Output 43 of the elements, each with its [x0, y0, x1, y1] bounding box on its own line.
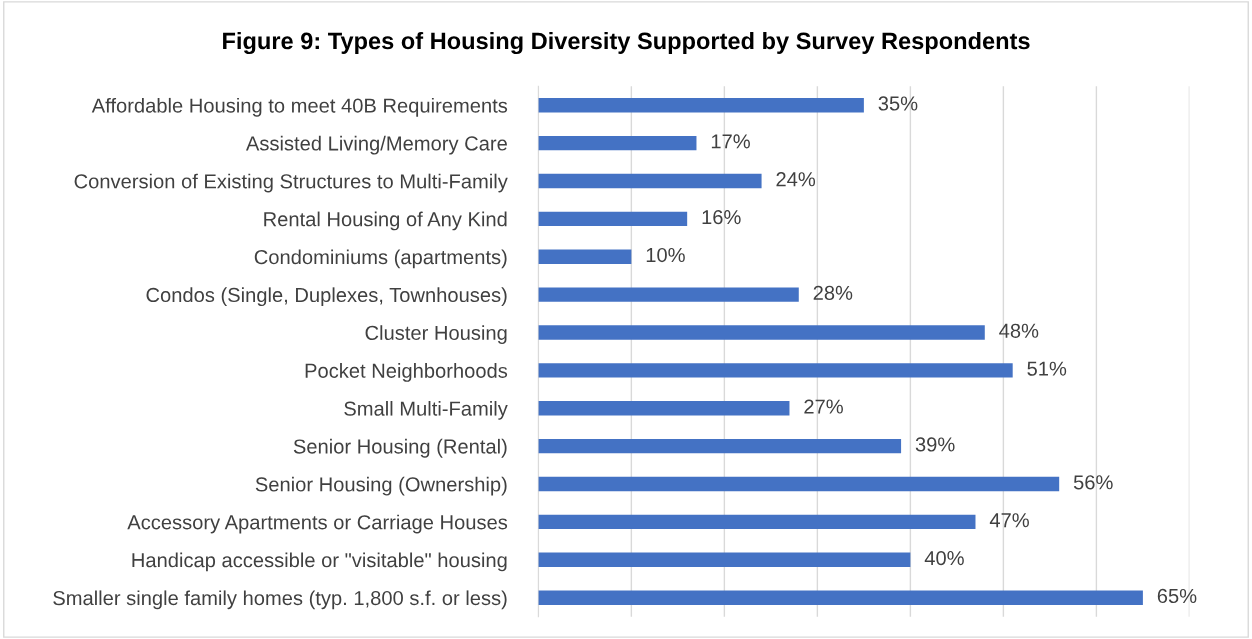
- data-label: 35%: [878, 96, 918, 111]
- y-tick-label: Conversion of Existing Structures to Multi-Family: [74, 173, 508, 193]
- y-tick-label: Handicap accessible or "visitable" housing: [132, 552, 507, 572]
- bar: [538, 514, 976, 530]
- data-label: 65%: [1157, 588, 1197, 604]
- chart-title: Figure 9: Types of Housing Diversity Supported by Survey Respondents: [223, 31, 1030, 55]
- y-tick-label: Pocket Neighborhoods: [305, 363, 508, 382]
- bar: [538, 476, 1060, 492]
- bar: [538, 363, 1013, 378]
- y-tick-label: Small Multi-Family: [344, 400, 508, 420]
- y-tick-label: Smaller single family homes (typ. 1,800 s.f. or less): [53, 590, 507, 610]
- bar: [538, 98, 864, 113]
- bar: [538, 590, 1143, 605]
- data-label: 16%: [702, 210, 741, 225]
- data-label: 56%: [1073, 475, 1113, 490]
- data-label: 40%: [924, 550, 964, 566]
- bar: [538, 552, 911, 568]
- y-tick-label: Condos (Single, Duplexes, Townhouses): [146, 287, 507, 307]
- bar: [538, 211, 688, 227]
- data-label: 24%: [776, 172, 816, 187]
- y-tick-label: Senior Housing (Rental): [293, 438, 507, 458]
- y-tick-label: Rental Housing of Any Kind: [264, 211, 507, 231]
- data-label: 10%: [646, 247, 685, 263]
- data-label: 48%: [999, 323, 1039, 338]
- data-label: 39%: [915, 437, 955, 452]
- bar: [538, 325, 985, 340]
- y-tick-label: Affordable Housing to meet 40B Requirements: [91, 97, 508, 117]
- y-tick-label: Senior Housing (Ownership): [255, 476, 507, 496]
- bar: [538, 438, 902, 454]
- bar: [538, 287, 799, 302]
- data-label: 51%: [1027, 361, 1067, 376]
- y-tick-label: Accessory Apartments or Carriage Houses: [127, 514, 508, 534]
- y-tick-label: Cluster Housing: [365, 325, 507, 344]
- y-tick-label: Condominiums (apartments): [254, 249, 507, 269]
- data-label: 17%: [711, 134, 750, 149]
- y-tick-label: Assisted Living/Memory Care: [245, 135, 507, 155]
- data-label: 28%: [813, 285, 853, 301]
- data-label: 27%: [804, 399, 843, 414]
- bar: [538, 135, 697, 151]
- bar: [538, 249, 632, 264]
- data-label: 47%: [989, 513, 1029, 528]
- bar: [538, 173, 762, 189]
- bar: [538, 401, 790, 416]
